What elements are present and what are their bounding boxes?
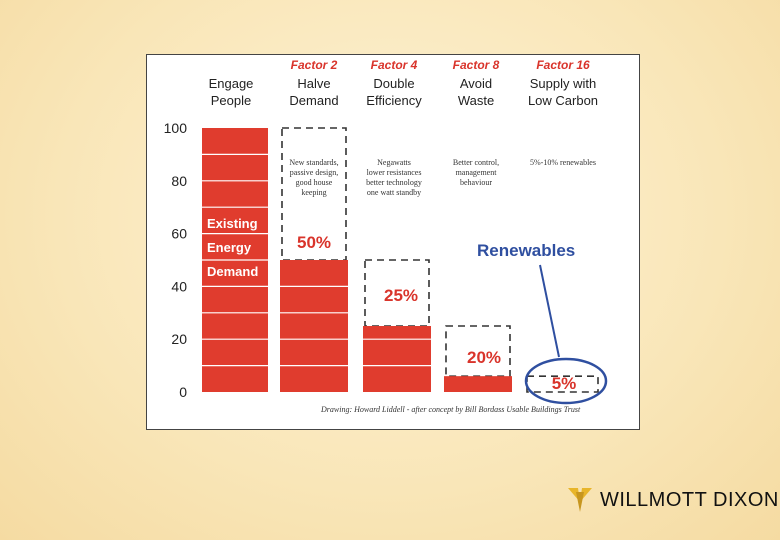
column-title-line: Avoid bbox=[460, 76, 492, 91]
bar-2 bbox=[363, 326, 431, 392]
y-tick-label: 100 bbox=[164, 120, 188, 136]
pct-label-20: 20% bbox=[467, 348, 501, 367]
drawing-credit: Drawing: Howard Liddell - after concept … bbox=[320, 405, 581, 414]
column-title-line: Double bbox=[373, 76, 414, 91]
column-note-line: management bbox=[456, 168, 498, 177]
y-tick-label: 20 bbox=[171, 331, 187, 347]
column-title-line: Supply with bbox=[530, 76, 596, 91]
company-logo: WILLMOTT DIXON bbox=[566, 486, 779, 514]
column-title-line: Engage bbox=[209, 76, 254, 91]
column-title-line: Low Carbon bbox=[528, 93, 598, 108]
existing-demand-label-line: Demand bbox=[207, 264, 258, 279]
column-note-line: Negawatts bbox=[377, 158, 411, 167]
column-title-line: People bbox=[211, 93, 251, 108]
renewables-label: Renewables bbox=[477, 241, 575, 260]
column-title-line: Waste bbox=[458, 93, 494, 108]
column-factor-label: Factor 16 bbox=[536, 58, 590, 72]
column-note-line: behaviour bbox=[460, 178, 492, 187]
bar-3 bbox=[444, 376, 512, 392]
column-factor-label: Factor 2 bbox=[291, 58, 338, 72]
column-note-line: one watt standby bbox=[367, 188, 421, 197]
column-factor-label: Factor 8 bbox=[453, 58, 500, 72]
column-note-line: 5%-10% renewables bbox=[530, 158, 596, 167]
y-tick-label: 0 bbox=[179, 384, 187, 400]
existing-demand-label-line: Existing bbox=[207, 216, 258, 231]
column-title-line: Demand bbox=[289, 93, 338, 108]
column-title-line: Efficiency bbox=[366, 93, 422, 108]
column-note-line: lower resistances bbox=[367, 168, 422, 177]
pct-label-25: 25% bbox=[384, 286, 418, 305]
willmott-dixon-logo-mark-icon bbox=[568, 488, 592, 512]
renewables-pointer-line bbox=[539, 264, 560, 358]
logo-text: WILLMOTT DIXON bbox=[600, 488, 779, 511]
renewables-callout-circle bbox=[524, 357, 608, 405]
column-title-line: Halve bbox=[297, 76, 330, 91]
column-note-line: New standards, bbox=[289, 158, 338, 167]
y-tick-label: 60 bbox=[171, 226, 187, 242]
pct-label-5: 5% bbox=[552, 374, 577, 393]
column-note-line: keeping bbox=[301, 188, 326, 197]
target-outline-box bbox=[526, 375, 599, 393]
column-note-line: better technology bbox=[366, 178, 422, 187]
bar-1 bbox=[280, 260, 348, 392]
chart-svg: 100 80 60 40 20 0 Engage People Factor 2 Halve Dem… bbox=[164, 58, 608, 414]
y-tick-label: 40 bbox=[171, 278, 187, 294]
column-factor-label: Factor 4 bbox=[371, 58, 418, 72]
column-note-line: good house bbox=[296, 178, 333, 187]
y-tick-label: 80 bbox=[171, 173, 187, 189]
existing-demand-label-line: Energy bbox=[207, 240, 252, 255]
chart-panel: 100 80 60 40 20 0 Engage People Factor 2 Halve Dem… bbox=[146, 54, 640, 430]
pct-label-50: 50% bbox=[297, 233, 331, 252]
column-note-line: passive design, bbox=[290, 168, 338, 177]
column-note-line: Better control, bbox=[453, 158, 499, 167]
